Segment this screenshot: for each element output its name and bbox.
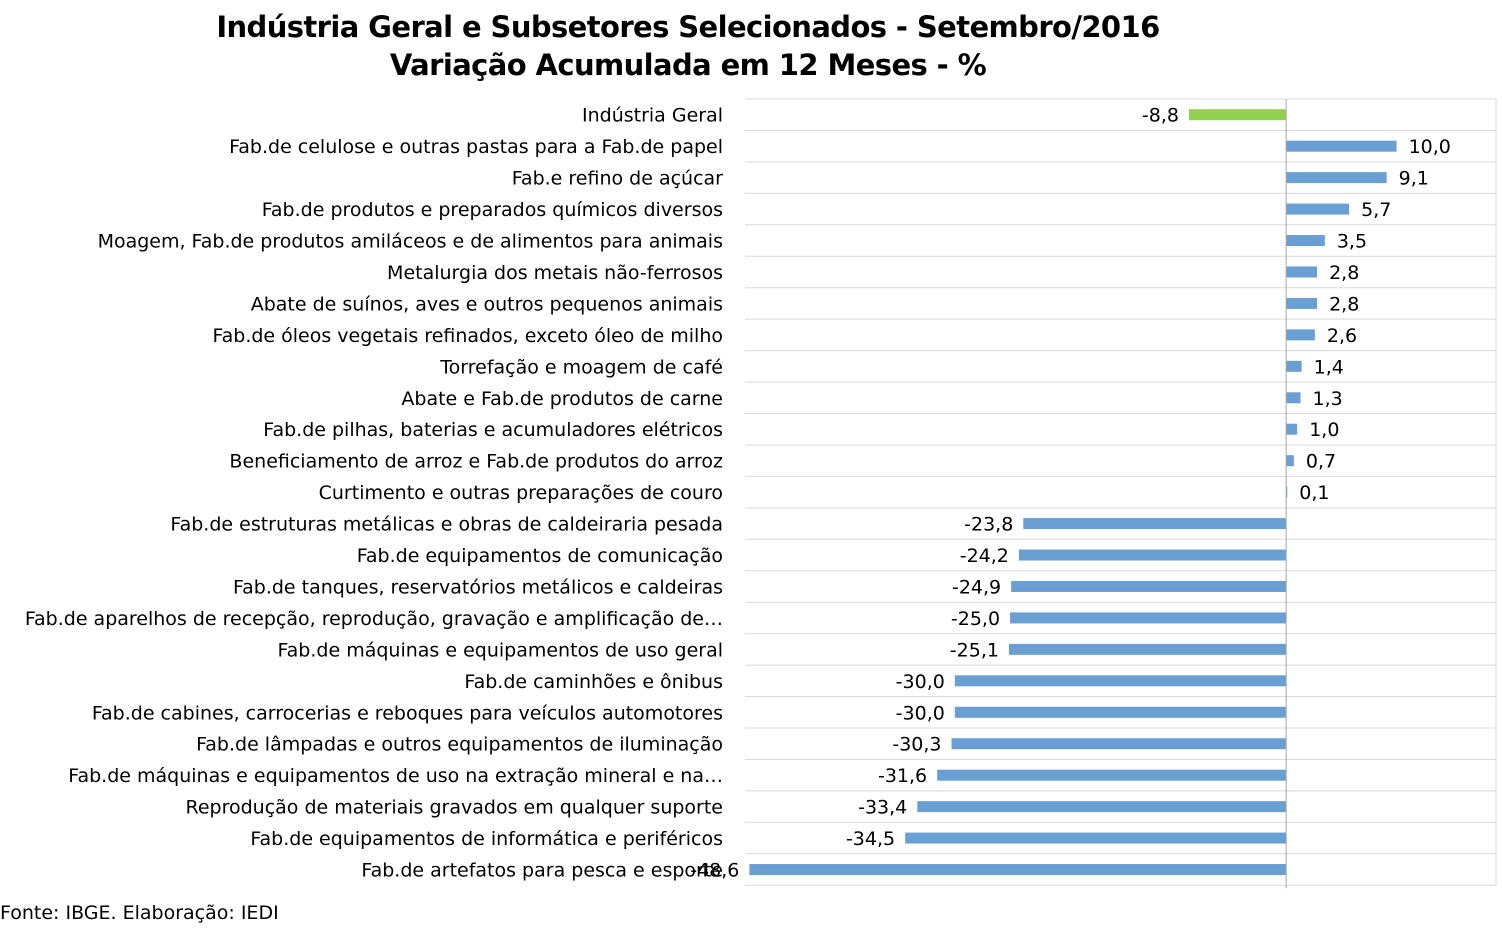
bar bbox=[1286, 266, 1318, 278]
data-label: 2,8 bbox=[1329, 293, 1359, 315]
bar bbox=[1286, 392, 1301, 404]
bar bbox=[937, 769, 1287, 781]
bar bbox=[954, 706, 1287, 718]
data-label: 3,5 bbox=[1337, 231, 1367, 253]
data-label: -25,1 bbox=[950, 639, 999, 661]
bar bbox=[1023, 518, 1287, 530]
data-label: -24,9 bbox=[952, 576, 1001, 598]
category-label: Moagem, Fab.de produtos amiláceos e de a… bbox=[98, 231, 723, 253]
chart-title: Indústria Geral e Subsetores Selecionado… bbox=[216, 10, 1160, 44]
bar bbox=[1286, 486, 1288, 498]
category-label: Fab.de artefatos para pesca e esporte bbox=[361, 860, 723, 882]
bar bbox=[951, 738, 1287, 750]
chart-title-block: Indústria Geral e Subsetores Selecionado… bbox=[0, 8, 1376, 84]
category-label: Fab.de máquinas e equipamentos de uso ge… bbox=[277, 639, 723, 661]
bar bbox=[1010, 612, 1287, 624]
bar bbox=[1008, 643, 1287, 655]
bar bbox=[1286, 360, 1302, 372]
bar bbox=[1188, 109, 1287, 121]
category-label: Fab.de lâmpadas e outros equipamentos de… bbox=[196, 734, 723, 756]
data-label: -8,8 bbox=[1142, 105, 1179, 127]
category-label: Fab.de máquinas e equipamentos de uso na… bbox=[68, 765, 723, 787]
category-label: Fab.de equipamentos de informática e per… bbox=[250, 828, 723, 850]
data-label: 1,4 bbox=[1314, 356, 1344, 378]
source-note: Fonte: IBGE. Elaboração: IEDI bbox=[0, 902, 279, 924]
data-label: 1,0 bbox=[1309, 419, 1339, 441]
category-label: Torrefação e moagem de café bbox=[439, 356, 723, 378]
bar bbox=[1286, 140, 1397, 152]
bar bbox=[1018, 549, 1287, 561]
data-label: -23,8 bbox=[964, 514, 1013, 536]
category-label: Fab.de tanques, reservatórios metálicos … bbox=[233, 576, 723, 598]
category-label: Fab.de cabines, carrocerias e reboques p… bbox=[92, 702, 723, 724]
data-label: 5,7 bbox=[1361, 199, 1391, 221]
bar bbox=[1286, 423, 1298, 435]
category-label: Fab.de óleos vegetais refinados, exceto … bbox=[212, 325, 723, 347]
bar bbox=[1286, 455, 1294, 467]
category-label: Metalurgia dos metais não-ferrosos bbox=[387, 262, 723, 284]
category-label: Fab.de produtos e preparados químicos di… bbox=[262, 199, 723, 221]
data-label: -25,0 bbox=[951, 608, 1000, 630]
category-label: Fab.e refino de açúcar bbox=[512, 168, 723, 190]
category-label: Fab.de caminhões e ônibus bbox=[464, 671, 723, 693]
category-label: Curtimento e outras preparações de couro bbox=[319, 482, 723, 504]
bar bbox=[1286, 297, 1318, 309]
bar bbox=[1286, 329, 1315, 341]
data-label: -48,6 bbox=[690, 860, 739, 882]
category-label: Reprodução de materiais gravados em qual… bbox=[185, 797, 723, 819]
category-label: Fab.de estruturas metálicas e obras de c… bbox=[170, 514, 723, 536]
chart-subtitle: Variação Acumulada em 12 Meses - % bbox=[389, 48, 987, 82]
category-label: Beneficiamento de arroz e Fab.de produto… bbox=[229, 451, 723, 473]
category-label: Fab.de celulose e outras pastas para a F… bbox=[229, 136, 723, 158]
data-label: -30,0 bbox=[896, 702, 945, 724]
data-label: -30,0 bbox=[896, 671, 945, 693]
bar bbox=[1286, 203, 1350, 215]
data-label: 2,8 bbox=[1329, 262, 1359, 284]
bar bbox=[917, 801, 1287, 813]
category-label: Fab.de equipamentos de comunicação bbox=[357, 545, 723, 567]
data-label: -34,5 bbox=[846, 828, 895, 850]
data-label: 0,7 bbox=[1306, 451, 1336, 473]
category-label: Abate de suínos, aves e outros pequenos … bbox=[251, 293, 723, 315]
data-label: -31,6 bbox=[878, 765, 927, 787]
data-label: 0,1 bbox=[1299, 482, 1329, 504]
data-label: -33,4 bbox=[858, 797, 907, 819]
bar bbox=[749, 864, 1287, 876]
category-label: Fab.de aparelhos de recepção, reprodução… bbox=[25, 608, 723, 630]
bar bbox=[1011, 580, 1287, 592]
bar bbox=[1286, 235, 1325, 247]
category-label: Indústria Geral bbox=[582, 105, 723, 127]
data-label: -24,2 bbox=[960, 545, 1009, 567]
data-label: 10,0 bbox=[1409, 136, 1451, 158]
category-label: Fab.de pilhas, baterias e acumuladores e… bbox=[263, 419, 723, 441]
data-label: 9,1 bbox=[1399, 168, 1429, 190]
data-label: -30,3 bbox=[892, 734, 941, 756]
category-label: Abate e Fab.de produtos de carne bbox=[401, 388, 723, 410]
bar bbox=[905, 832, 1287, 844]
bar bbox=[1286, 172, 1387, 184]
bar bbox=[954, 675, 1287, 687]
data-label: 2,6 bbox=[1327, 325, 1357, 347]
data-label: 1,3 bbox=[1313, 388, 1343, 410]
